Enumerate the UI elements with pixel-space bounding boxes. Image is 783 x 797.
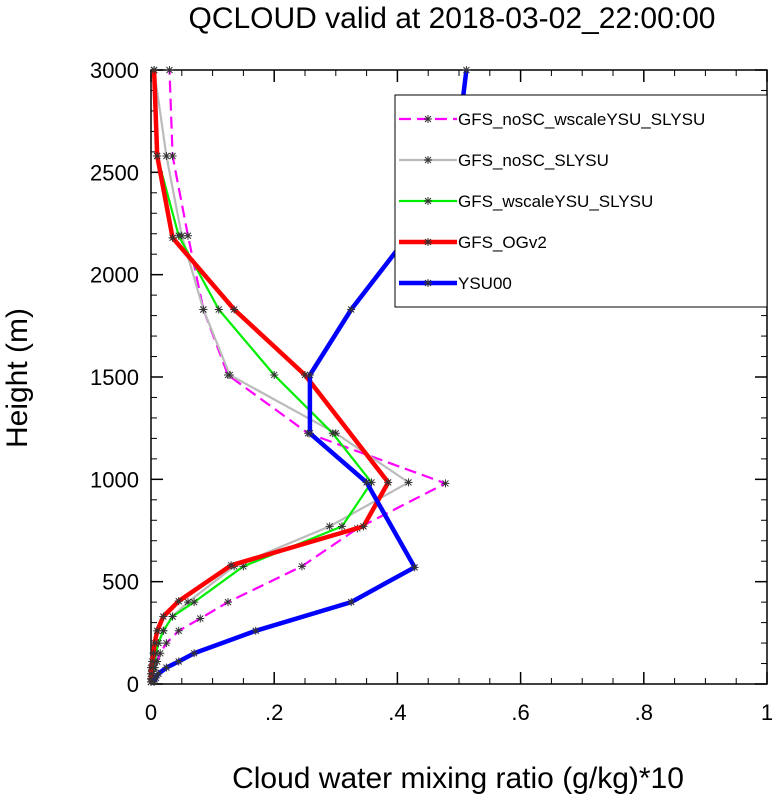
- data-point: [168, 151, 177, 160]
- data-point: [153, 626, 162, 635]
- data-point: [162, 151, 171, 160]
- series-line: [149, 69, 373, 682]
- data-point: [168, 612, 177, 621]
- x-tick-label: .4: [388, 700, 406, 725]
- series-GFS_wscaleYSU_SLYSU: [147, 66, 376, 686]
- x-tick-label: 0: [145, 700, 157, 725]
- chart-title: QCLOUD valid at 2018-03-02_22:00:00: [189, 2, 716, 35]
- y-axis-label: Height (m): [1, 308, 34, 448]
- data-point: [149, 649, 158, 658]
- data-point: [305, 429, 314, 438]
- data-point: [183, 231, 192, 240]
- data-point: [147, 669, 155, 678]
- legend-label: GFS_OGv2: [458, 233, 547, 252]
- data-point: [224, 598, 232, 607]
- data-point: [328, 429, 337, 438]
- legend-marker: [424, 238, 432, 246]
- data-point: [359, 522, 368, 531]
- data-point: [150, 677, 159, 686]
- data-point: [159, 626, 168, 635]
- x-tick-label: .2: [265, 700, 283, 725]
- data-point: [147, 663, 155, 672]
- data-point: [150, 639, 159, 648]
- data-point: [196, 614, 205, 623]
- data-point: [297, 562, 306, 571]
- data-point: [305, 370, 314, 379]
- data-point: [230, 305, 239, 314]
- data-point: [183, 598, 192, 607]
- y-tick-label: 500: [102, 570, 139, 595]
- legend-label: GFS_wscaleYSU_SLYSU: [458, 192, 653, 211]
- data-point: [384, 478, 393, 487]
- data-point: [165, 66, 174, 74]
- data-point: [337, 522, 346, 531]
- series-line: [148, 69, 391, 682]
- data-point: [227, 561, 236, 570]
- data-point: [162, 639, 171, 648]
- data-point: [153, 151, 162, 160]
- data-point: [367, 478, 376, 487]
- data-point: [239, 562, 248, 571]
- y-tick-label: 2000: [90, 263, 139, 288]
- legend: GFS_noSC_wscaleYSU_SLYSU GFS_noSC_SLYSU GF…: [394, 94, 768, 308]
- y-tick-label: 2500: [90, 160, 139, 185]
- data-point: [462, 66, 471, 74]
- data-point: [159, 612, 168, 621]
- legend-marker: [424, 279, 432, 287]
- legend-marker: [424, 115, 432, 123]
- series-YSU00: [150, 66, 471, 686]
- data-point: [190, 649, 199, 658]
- legend-marker: [424, 197, 432, 205]
- series-line: [152, 69, 469, 683]
- y-tick-label: 1000: [90, 467, 139, 492]
- y-tick-label: 0: [127, 672, 139, 697]
- y-tick-label: 1500: [90, 365, 139, 390]
- data-point: [174, 657, 183, 666]
- x-tick-label: 1: [761, 700, 773, 725]
- data-point: [168, 233, 177, 242]
- legend-label: YSU00: [458, 274, 512, 293]
- data-point: [404, 478, 413, 487]
- data-point: [347, 598, 356, 607]
- x-axis-label: Cloud water mixing ratio (g/kg)*10: [232, 762, 684, 795]
- data-point: [174, 597, 183, 606]
- series-GFS_OGv2: [147, 66, 393, 686]
- data-point: [301, 370, 309, 379]
- data-point: [199, 305, 208, 314]
- y-tick-label: 3000: [90, 58, 139, 83]
- data-point: [190, 598, 199, 607]
- legend-label: GFS_noSC_wscaleYSU_SLYSU: [458, 110, 705, 129]
- axis-ticks: 0 .2 .4 .6 .8 1 0 500 1000 1500 2000 2500 3000: [90, 58, 773, 725]
- data-point: [251, 626, 260, 635]
- x-tick-label: .6: [511, 700, 529, 725]
- data-point: [225, 370, 234, 379]
- data-point: [150, 66, 159, 74]
- data-point: [214, 305, 223, 314]
- series-layer: [147, 66, 471, 686]
- data-point: [148, 657, 157, 666]
- data-point: [147, 674, 155, 683]
- legend-marker: [424, 156, 432, 164]
- data-point: [174, 231, 183, 240]
- data-point: [410, 563, 419, 572]
- data-point: [154, 669, 163, 678]
- data-point: [441, 479, 450, 488]
- data-point: [162, 663, 171, 672]
- data-point: [362, 478, 371, 487]
- data-point: [325, 522, 334, 531]
- legend-label: GFS_noSC_SLYSU: [458, 151, 609, 170]
- data-point: [156, 649, 165, 658]
- data-point: [151, 673, 160, 682]
- x-tick-label: .8: [635, 700, 653, 725]
- data-point: [347, 305, 356, 314]
- data-point: [270, 370, 279, 379]
- data-point: [174, 626, 183, 635]
